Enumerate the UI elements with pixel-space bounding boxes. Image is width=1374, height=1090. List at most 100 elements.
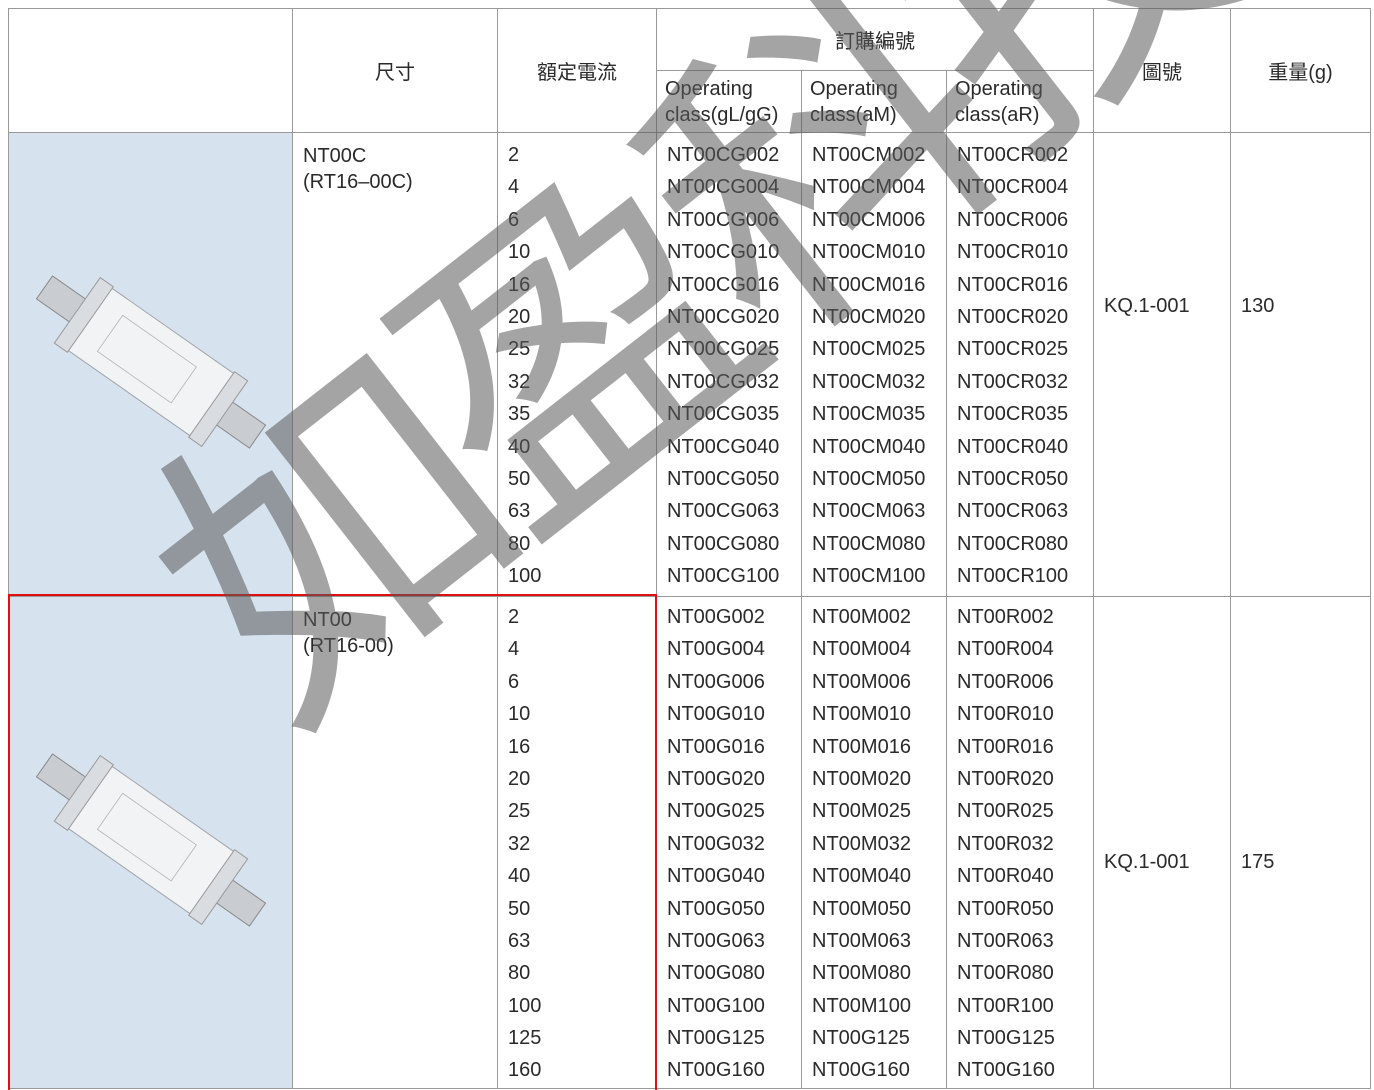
current-cell: 2 4 6 10 16 20 25 32 35 40 50 63 80 100: [497, 132, 657, 597]
order-code: NT00G025: [667, 800, 765, 823]
order-code: NT00R050: [957, 897, 1054, 920]
current: 50: [508, 897, 531, 920]
order-code: NT00CM025: [812, 338, 926, 361]
order-code: NT00CG080: [667, 532, 780, 555]
order-code: NT00CR032: [957, 370, 1069, 393]
order-code: NT00G125: [957, 1027, 1055, 1050]
image-cell: [8, 132, 293, 597]
drawing-cell: KQ.1-001: [1093, 596, 1231, 1089]
current: 10: [508, 703, 531, 726]
order-code: NT00G032: [667, 832, 765, 855]
code-cell: NT00R002 NT00R004 NT00R006 NT00R010 NT00R016…: [946, 596, 1094, 1089]
order-code: NT00CM063: [812, 500, 926, 523]
order-code: NT00CG016: [667, 273, 780, 296]
code-cell: NT00M002 NT00M004 NT00M006 NT00M010 NT00M016…: [801, 596, 947, 1089]
current: 6: [508, 208, 520, 231]
order-code: NT00G004: [667, 638, 765, 661]
weight-cell: 130: [1230, 132, 1371, 597]
order-code: NT00G160: [812, 1059, 910, 1082]
current-list: 2 4 6 10 16 20 25 32 40 50 63 80 100 125 160: [508, 597, 656, 1087]
class-header: Operating class(gL/gG): [656, 70, 802, 133]
order-code: NT00CG010: [667, 241, 780, 264]
current: 25: [508, 800, 531, 823]
order-code: NT00M016: [812, 735, 911, 758]
code-list: NT00CM002 NT00CM004 NT00CM006 NT00CM010 NT00…: [812, 133, 946, 592]
drawing-no: KQ.1-001: [1104, 851, 1190, 873]
size-block: NT00 (RT16-00): [303, 597, 497, 659]
order-code: NT00G002: [667, 606, 765, 628]
order-code: NT00CG032: [667, 370, 780, 393]
order-code: NT00R020: [957, 767, 1054, 790]
product-table: 尺寸 額定電流 訂購編號 圖號 重量(g) Operating class(gL…: [8, 8, 1371, 1089]
current: 25: [508, 338, 531, 361]
order-code: NT00CM035: [812, 403, 926, 426]
current: 20: [508, 767, 531, 790]
order-code: NT00CG004: [667, 176, 780, 199]
weight-cell: 175: [1230, 596, 1371, 1089]
class-header: Operating class(aM): [801, 70, 947, 133]
order-code: NT00R040: [957, 865, 1054, 888]
order-code: NT00CM016: [812, 273, 926, 296]
order-code: NT00M080: [812, 962, 911, 985]
order-code: NT00CR050: [957, 467, 1069, 490]
order-code: NT00CM040: [812, 435, 926, 458]
size-alt: (RT16–00C): [303, 171, 413, 193]
weight: 175: [1241, 851, 1275, 873]
current: 20: [508, 305, 531, 328]
order-code: NT00M006: [812, 670, 911, 693]
size-block: NT00C (RT16–00C): [303, 133, 497, 195]
current: 4: [508, 638, 520, 661]
current: 32: [508, 370, 531, 393]
current: 125: [508, 1027, 542, 1050]
code-list: NT00CR002 NT00CR004 NT00CR006 NT00CR010 NT00…: [957, 133, 1093, 592]
order-code: NT00R006: [957, 670, 1054, 693]
drawing-cell: KQ.1-001: [1093, 132, 1231, 597]
order-code: NT00CG002: [667, 144, 780, 166]
header-cell: 圖號: [1093, 8, 1231, 133]
order-code: NT00M025: [812, 800, 911, 823]
code-cell: NT00CM002 NT00CM004 NT00CM006 NT00CM010 NT00…: [801, 132, 947, 597]
order-code: NT00CM004: [812, 176, 926, 199]
current: 40: [508, 865, 531, 888]
current: 100: [508, 565, 542, 588]
order-code: NT00G050: [667, 897, 765, 920]
order-code: NT00CR025: [957, 338, 1069, 361]
current: 63: [508, 500, 531, 523]
header-cell: 額定電流: [497, 8, 657, 133]
current: 2: [508, 144, 520, 166]
current: 32: [508, 832, 531, 855]
order-code: NT00G125: [812, 1027, 910, 1050]
order-code: NT00CG025: [667, 338, 780, 361]
order-code: NT00CM020: [812, 305, 926, 328]
order-code: NT00M004: [812, 638, 911, 661]
size-cell: NT00C (RT16–00C): [292, 132, 498, 597]
order-code: NT00R032: [957, 832, 1054, 855]
size-name: NT00C: [303, 145, 367, 167]
order-code: NT00CG050: [667, 467, 780, 490]
order-code: NT00CR006: [957, 208, 1069, 231]
current: 16: [508, 735, 531, 758]
fuse-image: [35, 274, 267, 449]
order-code: NT00G080: [667, 962, 765, 985]
current-cell: 2 4 6 10 16 20 25 32 40 50 63 80 100 125 160: [497, 596, 657, 1089]
order-code: NT00CR002: [957, 144, 1069, 166]
group-row: NT00C (RT16–00C) 2 4 6 10 16 20 25 32 35 40 50 63 80 10…: [8, 132, 1371, 597]
group-row: NT00 (RT16-00) 2 4 6 10 16 20 25 32 40 50 63 80 100 125…: [8, 596, 1371, 1089]
code-list: NT00CG002 NT00CG004 NT00CG006 NT00CG010 NT00…: [667, 133, 801, 592]
order-code: NT00G020: [667, 767, 765, 790]
fuse-image: [35, 752, 267, 927]
current: 40: [508, 435, 531, 458]
header-cell: 重量(g): [1230, 8, 1371, 133]
current: 16: [508, 273, 531, 296]
order-code: NT00CM032: [812, 370, 926, 393]
table-body: NT00C (RT16–00C) 2 4 6 10 16 20 25 32 35 40 50 63 80 10…: [8, 132, 1371, 1089]
size-cell: NT00 (RT16-00): [292, 596, 498, 1089]
code-list: NT00R002 NT00R004 NT00R006 NT00R010 NT00R016…: [957, 597, 1093, 1087]
order-code: NT00CR035: [957, 403, 1069, 426]
order-code: NT00CM050: [812, 467, 926, 490]
order-code: NT00CM080: [812, 532, 926, 555]
order-code: NT00CR040: [957, 435, 1069, 458]
current-list: 2 4 6 10 16 20 25 32 35 40 50 63 80 100: [508, 133, 656, 592]
current: 63: [508, 929, 531, 952]
current: 50: [508, 467, 531, 490]
